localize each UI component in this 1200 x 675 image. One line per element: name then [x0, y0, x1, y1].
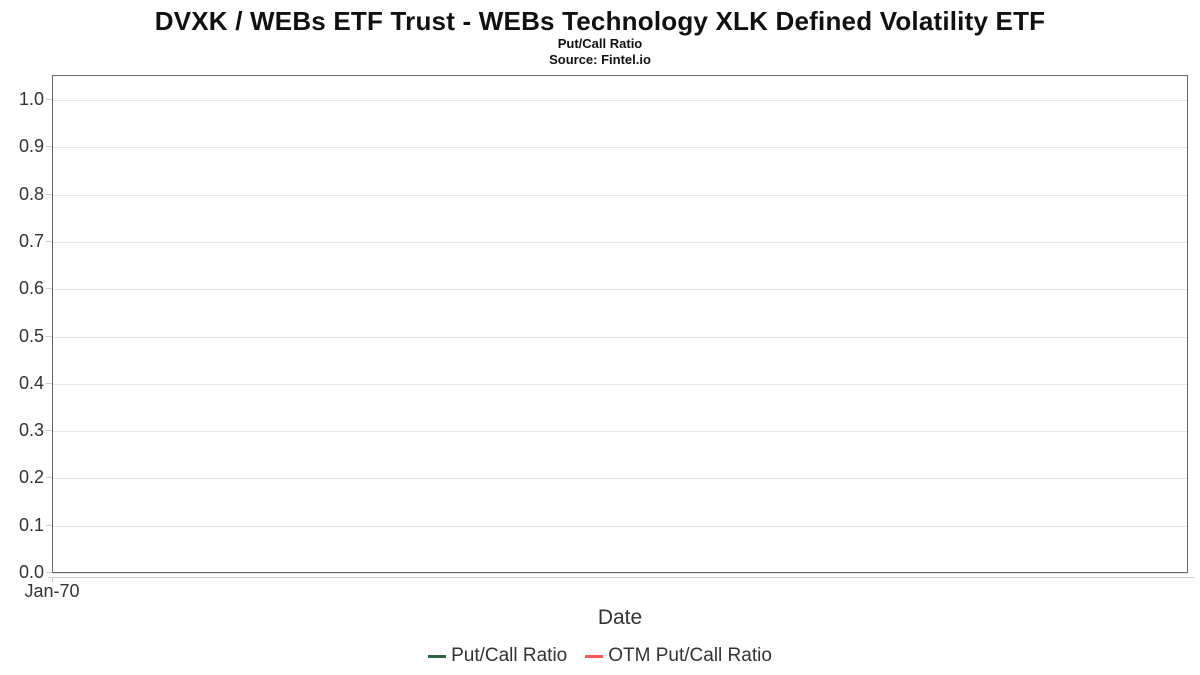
y-axis-tick-label: 0.8 [18, 183, 44, 204]
y-gridline [53, 194, 1187, 196]
y-gridline [53, 573, 1187, 574]
x-axis-line [48, 577, 1194, 578]
chart-subtitle: Put/Call Ratio [557, 36, 643, 51]
y-gridline [53, 383, 1187, 385]
y-gridline [53, 147, 1187, 149]
y-gridline [53, 478, 1187, 480]
legend-item[interactable]: OTM Put/Call Ratio [585, 645, 772, 667]
y-axis-tick-label: 0.9 [18, 136, 44, 157]
y-axis-tick-label: 0.1 [18, 514, 44, 535]
y-gridline [53, 241, 1187, 243]
y-axis-tick-label: 0.0 [18, 562, 44, 582]
legend-line-icon [585, 654, 604, 658]
x-axis-title: Date [597, 606, 643, 629]
y-axis-tick [46, 430, 52, 432]
y-axis-tick [46, 146, 52, 148]
chart-title: DVXK / WEBs ETF Trust - WEBs Technology … [154, 6, 1046, 36]
y-axis-tick-label: 0.2 [18, 467, 44, 488]
y-gridline [53, 100, 1187, 101]
y-gridline [53, 525, 1187, 527]
y-axis-tick [46, 240, 52, 242]
legend-label: OTM Put/Call Ratio [608, 645, 772, 666]
y-axis-tick-label: 0.6 [18, 278, 44, 299]
y-gridline [53, 289, 1187, 291]
y-axis-tick [46, 288, 52, 290]
x-axis-tick [52, 577, 53, 583]
y-axis-tick [46, 572, 52, 573]
y-axis-tick [46, 477, 52, 479]
y-axis-tick-label: 0.7 [18, 230, 44, 251]
y-axis-tick [46, 99, 52, 100]
x-axis-tick-label: Jan-70 [24, 581, 80, 601]
y-axis-tick [46, 335, 52, 337]
plot-area [52, 75, 1188, 574]
y-axis-tick-label: 1.0 [18, 89, 44, 109]
y-gridline [53, 431, 1187, 433]
y-axis-tick [46, 193, 52, 195]
legend-item[interactable]: Put/Call Ratio [428, 645, 567, 667]
legend: Put/Call Ratio OTM Put/Call Ratio [0, 645, 1200, 667]
y-axis-tick-label: 0.5 [18, 325, 44, 346]
legend-label: Put/Call Ratio [451, 645, 568, 666]
chart-source-credit: Source: Fintel.io [549, 52, 651, 67]
y-axis-tick-label: 0.3 [18, 420, 44, 441]
y-axis-tick [46, 382, 52, 384]
y-axis-tick [46, 524, 52, 526]
legend-line-icon [428, 654, 447, 658]
y-gridline [53, 336, 1187, 338]
y-axis-tick-label: 0.4 [18, 372, 44, 393]
